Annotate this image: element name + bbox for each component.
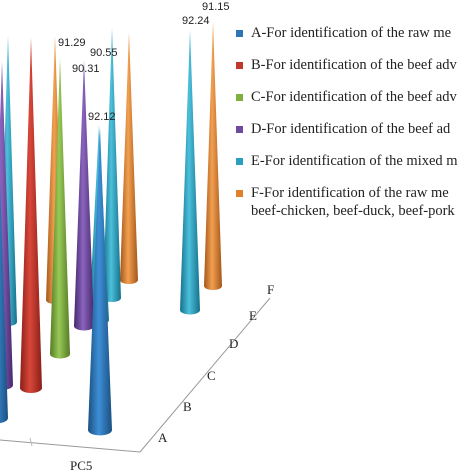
cone-6 bbox=[74, 60, 94, 331]
tick-label-d: D bbox=[229, 336, 238, 351]
value-label-2: 91.29 bbox=[58, 37, 86, 49]
cone-3 bbox=[120, 32, 138, 285]
tick-label-a: A bbox=[158, 430, 168, 445]
legend-label-d: D-For identification of the beef ad bbox=[251, 121, 451, 137]
value-label-6: 91.15 bbox=[202, 1, 230, 13]
legend-swatch-c bbox=[236, 94, 243, 101]
legend-swatch-e bbox=[236, 158, 243, 165]
cone-4 bbox=[103, 28, 121, 303]
axis-line-front bbox=[0, 439, 141, 453]
cone-body bbox=[74, 60, 94, 331]
cone-body bbox=[0, 179, 8, 424]
legend-item-c: C-For identification of the beef adv bbox=[236, 88, 474, 106]
cone-body bbox=[103, 28, 121, 303]
legend-item-b: B-For identification of the beef adv bbox=[236, 56, 474, 74]
legend-label-f: F-For identification of the raw me beef-… bbox=[251, 185, 455, 219]
legend-label-e: E-For identification of the mixed m bbox=[251, 153, 458, 169]
legend-item-f: F-For identification of the raw me beef-… bbox=[236, 184, 474, 220]
tick-label-c: C bbox=[207, 368, 216, 383]
value-label-3: 90.31 bbox=[72, 63, 100, 75]
cone-body bbox=[120, 32, 138, 285]
cone-body bbox=[20, 38, 42, 393]
cone-body bbox=[180, 30, 200, 315]
tick-label-f: F bbox=[267, 282, 274, 297]
cone-8 bbox=[50, 58, 70, 359]
tick-label-e: E bbox=[249, 308, 257, 323]
legend-swatch-f bbox=[236, 190, 243, 197]
cone-body bbox=[50, 58, 70, 359]
legend-swatch-d bbox=[236, 126, 243, 133]
legend-label-a: A-For identification of the raw me bbox=[251, 25, 452, 41]
cone-body bbox=[88, 128, 112, 436]
axis-line-diagonal bbox=[139, 297, 271, 453]
legend: A-For identification of the raw me B-For… bbox=[236, 24, 474, 234]
legend-swatch-a bbox=[236, 30, 243, 37]
cone-9 bbox=[20, 38, 42, 393]
legend-item-d: D-For identification of the beef ad bbox=[236, 120, 474, 138]
value-label-5: 92.24 bbox=[182, 15, 210, 27]
legend-item-a: A-For identification of the raw me bbox=[236, 24, 474, 42]
cone-13 bbox=[0, 179, 8, 424]
x-axis-title: PC5 bbox=[70, 458, 92, 473]
value-label-1: 90.55 bbox=[90, 47, 118, 59]
tick-label-b: B bbox=[183, 399, 192, 414]
legend-swatch-b bbox=[236, 62, 243, 69]
cone-2 bbox=[180, 30, 200, 315]
value-label-4: 92.12 bbox=[88, 111, 116, 123]
cone-11 bbox=[88, 128, 112, 436]
cone-series bbox=[0, 22, 222, 436]
cone-1 bbox=[204, 22, 222, 291]
cone-body bbox=[204, 22, 222, 291]
axis-gridline bbox=[29, 437, 33, 447]
legend-item-e: E-For identification of the mixed m bbox=[236, 152, 474, 170]
legend-label-b: B-For identification of the beef adv bbox=[251, 57, 457, 73]
legend-label-c: C-For identification of the beef adv bbox=[251, 89, 457, 105]
